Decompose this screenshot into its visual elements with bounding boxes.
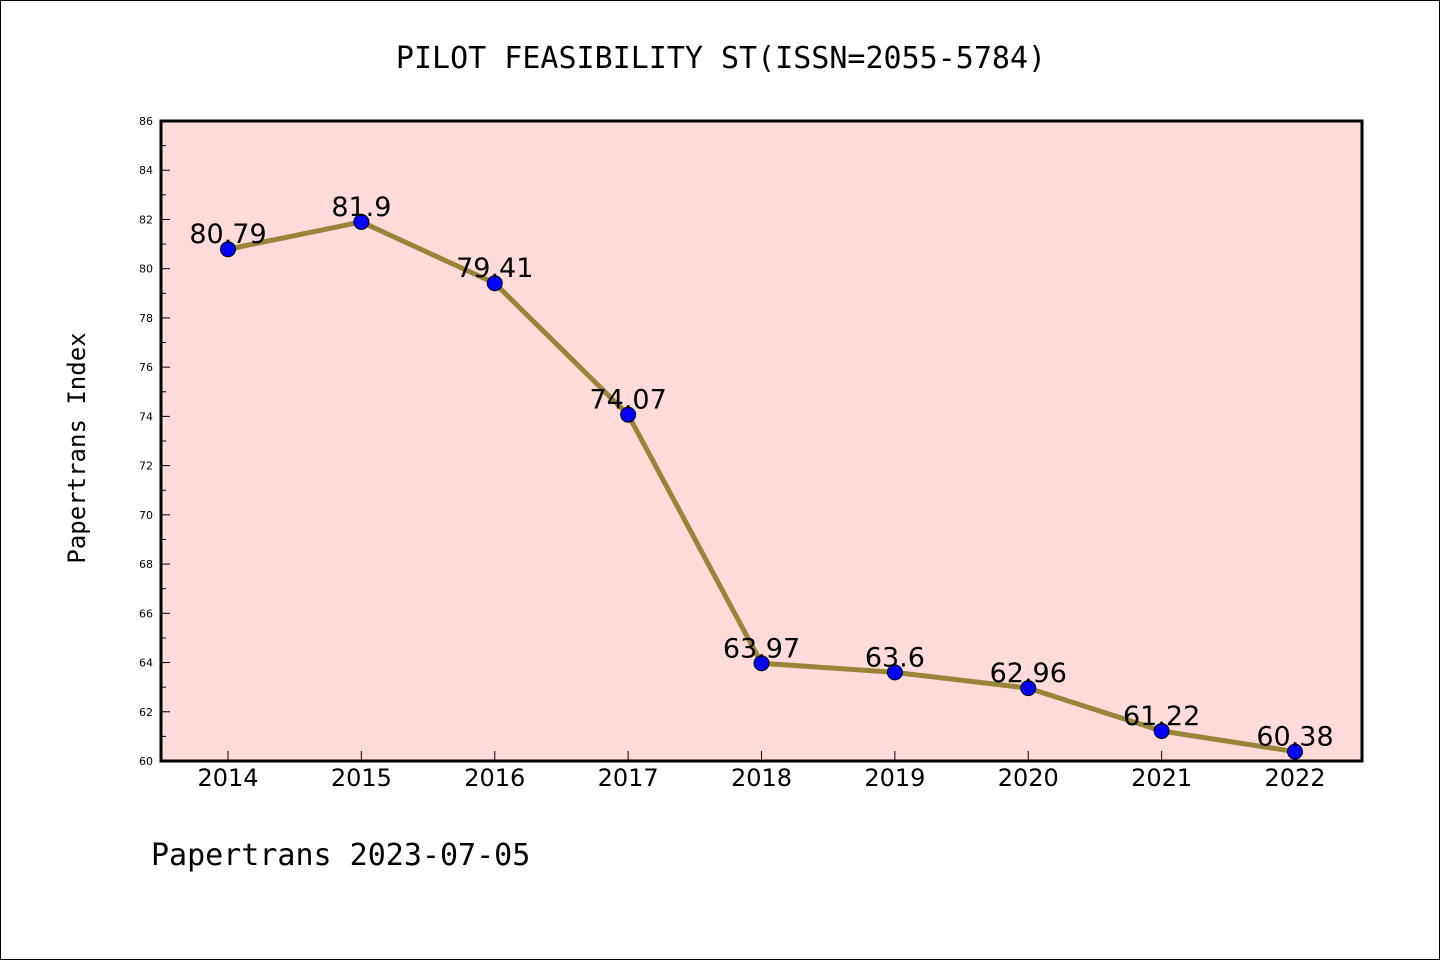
chart-title: PILOT FEASIBILITY ST(ISSN=2055-5784) [396,41,1046,76]
footer-note: Papertrans 2023-07-05 [151,838,530,873]
x-tick-label: 2020 [998,764,1059,792]
y-tick-label: 84 [139,164,153,177]
y-tick-label: 66 [139,607,153,620]
data-labels: 80.79 81.9 79.41 74.07 63.97 63.6 62.96 61.22 60… [189,192,1333,753]
y-tick-label: 64 [139,657,153,670]
y-tick-label: 62 [139,706,153,719]
data-label: 63.97 [723,633,800,664]
x-tick-label: 2021 [1131,764,1192,792]
y-axis-label: Papertrans Index [63,332,91,563]
y-axis-ticks: 60 62 64 66 68 70 72 74 76 78 80 82 84 86 [139,115,170,768]
x-axis-ticks: 2014 2015 2016 2017 2018 2019 2020 2021 2022 [197,751,1326,792]
x-tick-label: 2017 [598,764,659,792]
data-label: 74.07 [589,385,666,416]
data-label: 80.79 [189,219,266,250]
data-point [1287,743,1303,760]
x-tick-label: 2014 [197,764,258,792]
y-tick-label: 70 [139,509,153,522]
data-label: 62.96 [990,658,1067,689]
data-label: 79.41 [456,253,533,284]
data-point [753,655,770,672]
data-point [353,213,370,230]
data-label: 81.9 [331,192,391,223]
data-point [886,664,903,681]
y-tick-label: 60 [139,755,153,768]
y-tick-label: 78 [139,312,153,325]
data-label: 60.38 [1256,722,1333,753]
data-label: 61.22 [1123,701,1200,732]
x-tick-label: 2019 [864,764,925,792]
y-tick-label: 68 [139,558,153,571]
data-point [620,406,637,423]
x-tick-label: 2018 [731,764,792,792]
x-tick-label: 2022 [1264,764,1325,792]
data-point [220,241,236,258]
y-tick-label: 76 [139,361,153,374]
data-label: 63.6 [865,642,925,673]
y-tick-label: 82 [139,213,153,226]
y-tick-label: 74 [139,410,153,423]
y-tick-label: 72 [139,460,153,473]
y-tick-label: 86 [139,115,153,128]
data-point [1020,680,1037,697]
plot-border [159,119,1364,763]
x-tick-label: 2015 [331,764,392,792]
data-point [486,275,503,292]
x-tick-label: 2016 [464,764,525,792]
y-tick-label: 80 [139,263,153,276]
data-points [220,213,1303,760]
data-point [1153,722,1170,739]
